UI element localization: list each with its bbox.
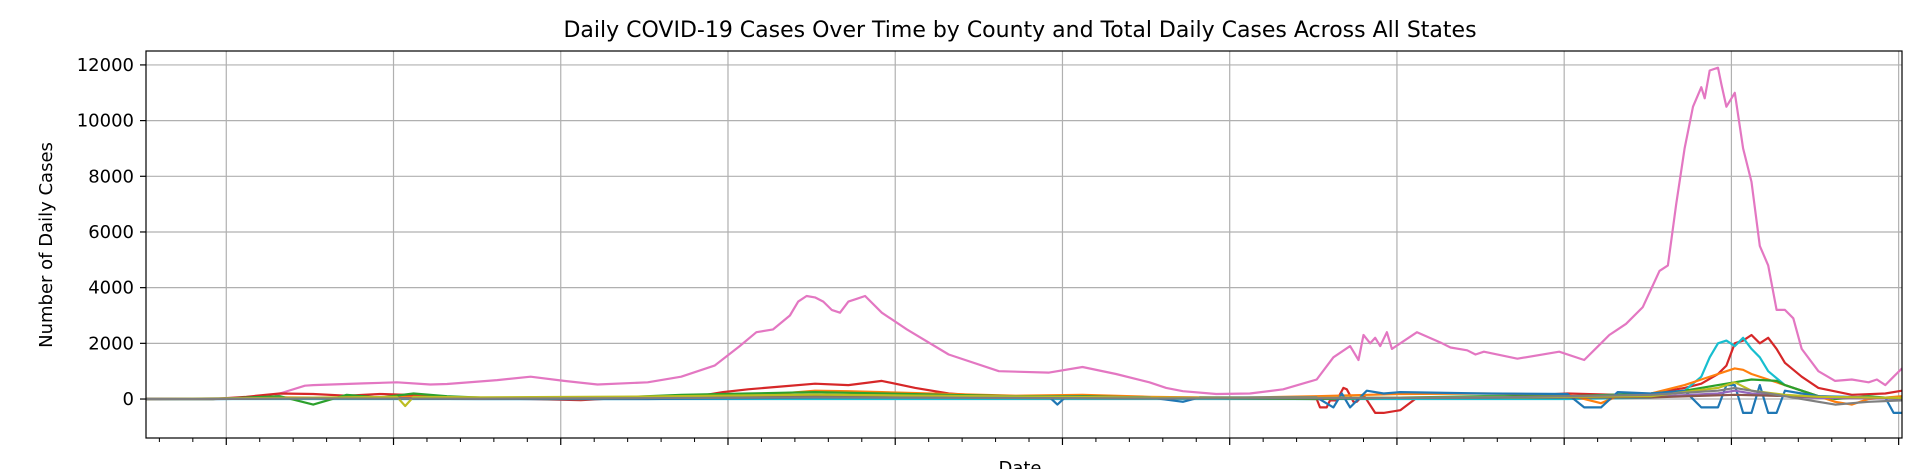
y-axis-label: Number of Daily Cases — [36, 142, 57, 348]
series-line — [145, 386, 1903, 406]
grid — [146, 51, 1902, 438]
y-tick-label: 12000 — [77, 55, 134, 76]
y-tick-label: 2000 — [88, 333, 134, 354]
axes: 0 2000 4000 6000 8000 10000 12000 — [77, 50, 1903, 445]
y-tick-label: 6000 — [88, 222, 134, 243]
series-lines — [145, 66, 1903, 414]
y-tick-label: 10000 — [77, 111, 134, 132]
y-tick-label: 4000 — [88, 278, 134, 299]
y-tick-label: 8000 — [88, 166, 134, 187]
series-line — [146, 336, 1903, 401]
plot-frame — [145, 50, 1903, 439]
series-line — [146, 66, 1903, 401]
x-axis-label: Date — [998, 458, 1041, 469]
y-tick-label: 0 — [123, 389, 134, 410]
chart-title: Daily COVID-19 Cases Over Time by County… — [563, 18, 1476, 43]
